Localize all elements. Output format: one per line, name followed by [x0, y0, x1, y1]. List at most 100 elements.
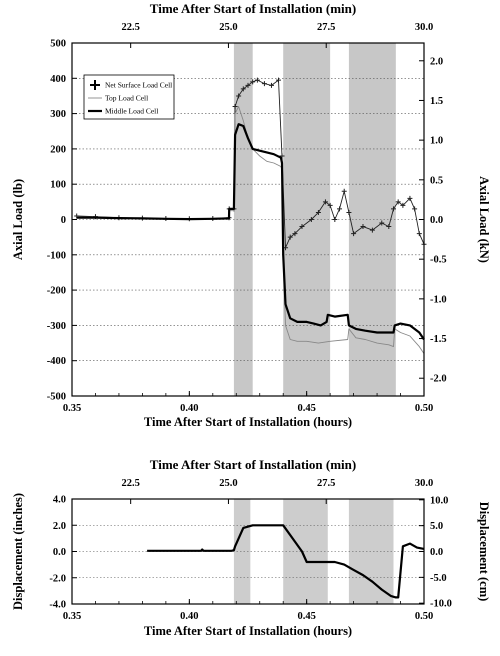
series-group — [147, 524, 425, 599]
y2-tick-label: 2.0 — [430, 56, 443, 67]
data-point-net-surface-load-cell — [351, 231, 357, 237]
x-tick-label: 0.35 — [63, 403, 81, 414]
y-tick-label: -300 — [47, 321, 66, 332]
x-axis-label: Time After Start of Installation (hours) — [144, 624, 352, 638]
shaded-interval-1 — [233, 43, 253, 396]
y2-tick-label: 5.0 — [430, 521, 443, 532]
grid-lines — [72, 524, 424, 579]
y-tick-label: 500 — [50, 39, 66, 50]
y-tick-label: 0.0 — [53, 547, 66, 558]
data-point-net-surface-load-cell — [268, 82, 274, 88]
data-point-net-surface-load-cell — [287, 234, 293, 240]
data-point-net-surface-load-cell — [315, 209, 321, 215]
data-point-net-surface-load-cell — [232, 104, 238, 110]
data-point-net-surface-load-cell — [346, 209, 352, 215]
data-point-net-surface-load-cell — [299, 224, 305, 230]
y2-tick-label: 0.0 — [430, 547, 443, 558]
data-point-net-surface-load-cell — [390, 206, 396, 212]
data-point-net-surface-load-cell — [369, 227, 375, 233]
data-point-net-surface-load-cell — [360, 224, 366, 230]
data-point-net-surface-load-cell — [74, 213, 80, 219]
legend-marker-net-surface-load-cell — [90, 80, 100, 90]
y2-axis-label: Axial Load (kN) — [477, 176, 491, 263]
data-point-net-surface-load-cell — [308, 217, 314, 222]
y2-tick-label: 1.5 — [430, 96, 443, 107]
series-group — [74, 77, 427, 354]
top-tick-label: 22.5 — [121, 22, 139, 33]
x-tick-label: 0.35 — [63, 611, 81, 622]
data-point-net-surface-load-cell — [332, 217, 338, 222]
y-tick-label: 2.0 — [53, 521, 66, 532]
data-point-net-surface-load-cell — [337, 206, 343, 212]
y-tick-label: -4.0 — [49, 600, 66, 611]
data-point-net-surface-load-cell — [379, 220, 385, 226]
data-point-net-surface-load-cell — [416, 231, 422, 237]
tick-group: 0.35 0.40 0.45 0.50 22.5 25.0 27.5 30.0 -4.0 -2.0… — [49, 478, 452, 622]
x-tick-label: 0.45 — [297, 403, 315, 414]
y-tick-label: 200 — [50, 144, 66, 155]
data-point-net-surface-load-cell — [412, 206, 418, 212]
top-axis-title: Time After Start of Installation (min) — [150, 457, 356, 472]
grid-lines — [72, 78, 424, 362]
y2-tick-label: -10.0 — [430, 599, 452, 610]
legend-label-middle-load-cell: Middle Load Cell — [105, 107, 158, 116]
top-axis-title: Time After Start of Installation (min) — [150, 1, 356, 16]
y2-tick-label: -5.0 — [430, 573, 447, 584]
y2-tick-label: 10.0 — [430, 495, 448, 506]
displacement-chart: 0.35 0.40 0.45 0.50 22.5 25.0 27.5 30.0 -4.0 -2.0… — [11, 457, 491, 638]
y-tick-label: 4.0 — [53, 495, 66, 506]
data-point-net-surface-load-cell — [240, 86, 246, 92]
shaded-interval-2 — [283, 499, 328, 604]
y-tick-label: 400 — [50, 74, 66, 85]
y2-tick-label: 1.0 — [430, 136, 443, 147]
x-tick-label: 0.50 — [415, 403, 433, 414]
data-point-net-surface-load-cell — [245, 82, 251, 88]
y2-tick-label: 0.5 — [430, 175, 443, 186]
top-tick-label: 27.5 — [317, 478, 335, 489]
data-point-net-surface-load-cell — [261, 81, 267, 87]
data-point-net-surface-load-cell — [327, 202, 333, 208]
shaded-intervals — [233, 499, 394, 604]
y2-tick-label: -0.5 — [430, 255, 447, 266]
legend-label-net-surface-load-cell: Net Surface Load Cell — [105, 81, 172, 90]
y-tick-label: 0 — [61, 215, 66, 226]
data-point-net-surface-load-cell — [400, 202, 406, 208]
y-tick-label: -200 — [47, 286, 66, 297]
top-tick-label: 30.0 — [415, 478, 433, 489]
legend: Net Surface Load Cell Top Load Cell Middle… — [83, 74, 175, 120]
data-point-net-surface-load-cell — [254, 77, 260, 83]
y-tick-label: 300 — [50, 109, 66, 120]
top-tick-label: 22.5 — [121, 478, 139, 489]
y-tick-label: -2.0 — [49, 573, 66, 584]
shaded-interval-1 — [233, 499, 251, 604]
y-tick-label: -500 — [47, 392, 66, 403]
top-tick-label: 25.0 — [219, 478, 237, 489]
data-point-net-surface-load-cell — [407, 195, 413, 201]
y-tick-label: -400 — [47, 356, 66, 367]
y-axis-label: Displacement (inches) — [11, 493, 25, 610]
y2-tick-label: -1.0 — [430, 294, 447, 305]
y2-axis-label: Displacement (cm) — [477, 502, 491, 602]
data-point-net-surface-load-cell — [276, 77, 282, 83]
x-axis-label: Time After Start of Installation (hours) — [144, 415, 352, 429]
data-point-net-surface-load-cell — [236, 93, 242, 99]
series-line-displacement — [147, 524, 425, 599]
y-axis-label: Axial Load (lb) — [11, 179, 25, 260]
top-tick-label: 27.5 — [317, 22, 335, 33]
legend-label-top-load-cell: Top Load Cell — [105, 94, 148, 103]
data-point-net-surface-load-cell — [279, 153, 285, 159]
series-line-middle-load-cell — [76, 123, 425, 341]
data-point-net-surface-load-cell — [386, 224, 392, 230]
y2-tick-label: -2.0 — [430, 374, 447, 385]
x-tick-label: 0.45 — [297, 611, 315, 622]
data-point-net-surface-load-cell — [341, 188, 347, 194]
y-tick-label: -100 — [47, 250, 66, 261]
data-point-net-surface-load-cell — [395, 199, 401, 205]
top-tick-label: 30.0 — [415, 22, 433, 33]
top-tick-label: 25.0 — [219, 22, 237, 33]
y2-tick-label: 0.0 — [430, 215, 443, 226]
data-point-net-surface-load-cell — [292, 231, 298, 237]
